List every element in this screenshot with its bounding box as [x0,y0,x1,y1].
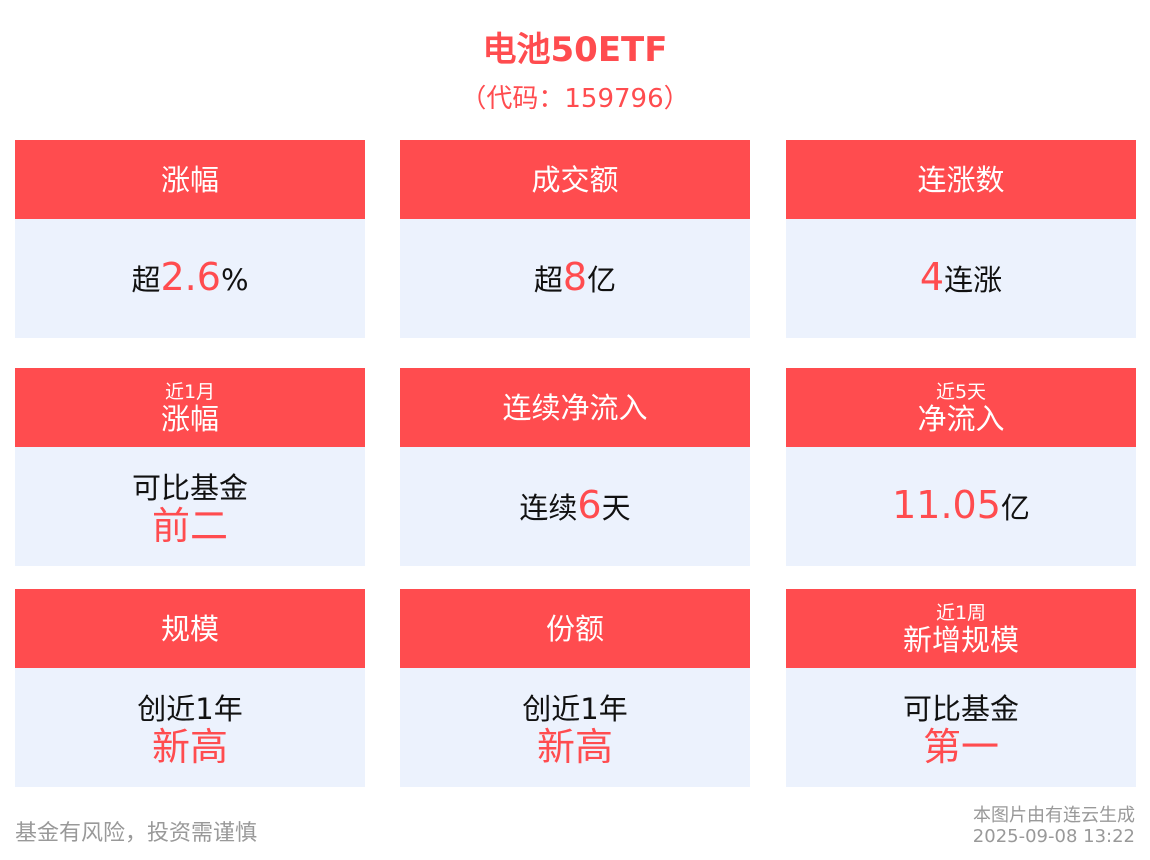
card-header: 近1月 涨幅 [15,368,365,447]
timestamp: 2025-09-08 13:22 [972,826,1135,847]
stat-card: 连涨数 4连涨 [786,140,1136,338]
value-suffix: % [220,263,249,297]
stat-card: 涨幅超2.6% [15,140,365,338]
value-suffix: 连涨 [944,263,1003,297]
stat-card: 规模创近1年 新高 [15,589,365,787]
value-prefix: 连续 [519,491,578,525]
card-label: 净流入 [917,401,1005,436]
value-number: 8 [562,255,588,299]
card-label: 份额 [545,611,604,646]
card-body: 超2.6% [15,219,365,338]
card-body: 创近1年 新高 [400,668,750,787]
value-prefix: 可比基金 [902,691,1019,726]
value-prefix: 创近1年 [522,691,628,726]
value-number: 2.6 [160,255,221,299]
card-body: 创近1年 新高 [15,668,365,787]
value-prefix: 可比基金 [131,470,248,505]
value-number: 11.05 [892,483,1001,527]
card-period: 近1月 [164,380,216,403]
card-header: 份额 [400,589,750,668]
source-text: 本图片由有连云生成 [973,805,1135,826]
value-highlight: 新高 [536,724,613,769]
stat-card: 近1周 新增规模 可比基金 第一 [786,589,1136,787]
value-highlight: 前二 [151,503,228,548]
stat-card: 成交额超8亿 [400,140,750,338]
card-period: 近1周 [935,601,987,624]
value-suffix: 天 [601,491,631,525]
card-header: 规模 [15,589,365,668]
value-number: 6 [577,483,602,527]
stat-card: 连续净流入连续6天 [400,368,750,566]
card-period: 近5天 [935,380,987,403]
footer-info: 本图片由有连云生成 2025-09-08 13:22 [973,805,1135,847]
risk-disclaimer: 基金有风险，投资需谨慎 [15,821,258,846]
card-header: 涨幅 [15,140,365,219]
card-header: 成交额 [400,140,750,219]
card-header: 近5天 净流入 [786,368,1136,447]
value-prefix: 创近1年 [137,691,243,726]
card-label: 涨幅 [160,401,219,436]
value-prefix: 超 [533,263,563,297]
card-label: 涨幅 [160,162,219,197]
stat-card: 近5天 净流入 11.05亿 [786,368,1136,566]
stat-card: 份额创近1年 新高 [400,589,750,787]
value-number: 4 [919,255,945,299]
card-label: 规模 [160,611,219,646]
card-body: 4连涨 [786,219,1136,338]
card-label: 成交额 [531,162,619,197]
card-body: 可比基金 第一 [786,668,1136,787]
card-header: 近1周 新增规模 [786,589,1136,668]
card-body: 可比基金 前二 [15,447,365,566]
card-body: 连续6天 [400,447,750,566]
card-header: 连续净流入 [400,368,750,447]
card-body: 11.05亿 [786,447,1136,566]
fund-code: （代码：159796） [460,84,690,114]
stat-card: 近1月 涨幅 可比基金 前二 [15,368,365,566]
value-highlight: 新高 [151,724,228,769]
page-title: 电池50ETF [482,30,668,70]
value-suffix: 亿 [1000,491,1030,525]
card-label: 新增规模 [902,622,1019,657]
value-prefix: 超 [131,263,161,297]
card-body: 超8亿 [400,219,750,338]
card-label: 连涨数 [917,162,1005,197]
card-label: 连续净流入 [502,390,648,425]
value-suffix: 亿 [587,263,617,297]
value-highlight: 第一 [922,724,999,769]
card-header: 连涨数 [786,140,1136,219]
